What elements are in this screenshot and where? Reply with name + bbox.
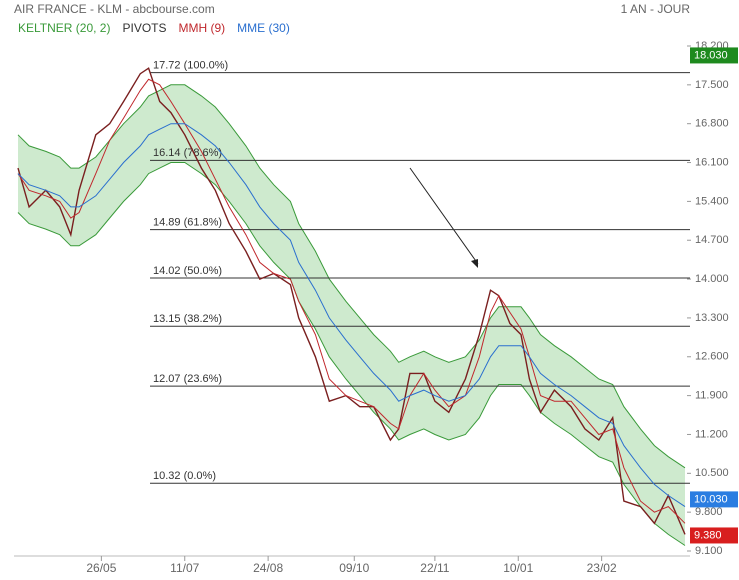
x-tick-label: 23/02 xyxy=(587,561,617,575)
keltner-band xyxy=(18,84,685,546)
x-tick-label: 26/05 xyxy=(86,561,116,575)
pivot-label: 13.15 (38.2%) xyxy=(153,313,222,325)
pivot-label: 16.14 (78.6%) xyxy=(153,147,222,159)
arrow xyxy=(409,167,479,265)
pivot-label: 10.32 (0.0%) xyxy=(153,470,216,482)
indicator-line xyxy=(17,123,686,508)
y-tick-label: 11.200 xyxy=(695,428,728,440)
price-badge xyxy=(690,491,738,508)
chart-title: AIR FRANCE - KLM - abcbourse.com xyxy=(14,2,215,16)
y-tick-label: 17.500 xyxy=(695,79,729,91)
y-tick-label: 15.400 xyxy=(695,195,729,207)
indicator-line xyxy=(17,78,686,524)
price-badge-label: 10.030 xyxy=(694,493,728,505)
legend-entry: PIVOTS xyxy=(122,21,166,35)
price-badge xyxy=(690,527,738,544)
y-tick-label: 9.100 xyxy=(695,545,723,557)
pivot-label: 14.89 (61.8%) xyxy=(153,217,222,229)
legend-entry: KELTNER (20, 2) xyxy=(18,21,110,35)
arrow-head xyxy=(471,259,478,268)
legend-entry: MME (30) xyxy=(237,21,290,35)
pivot-label: 14.02 (50.0%) xyxy=(153,265,222,277)
x-tick-label: 22/11 xyxy=(420,561,449,575)
x-tick-label: 24/08 xyxy=(253,561,283,575)
y-tick-label: 9.800 xyxy=(695,506,723,518)
price-badge xyxy=(690,47,738,64)
x-tick-label: 09/10 xyxy=(339,561,369,575)
price-badge-label: 18.030 xyxy=(694,49,728,61)
y-tick-label: 12.600 xyxy=(695,351,729,363)
y-tick-label: 14.000 xyxy=(695,273,729,285)
period: 1 AN - JOUR xyxy=(621,2,691,16)
y-tick-label: 14.700 xyxy=(695,234,729,246)
keltner-upper xyxy=(17,84,686,469)
y-tick-label: 13.300 xyxy=(695,312,729,324)
keltner-lower xyxy=(17,162,686,546)
pivot-label: 12.07 (23.6%) xyxy=(153,373,222,385)
x-tick-label: 10/01 xyxy=(503,561,533,575)
x-tick-label: 11/07 xyxy=(170,561,199,575)
legend-entry: MMH (9) xyxy=(179,21,226,35)
y-tick-label: 11.900 xyxy=(695,390,728,402)
y-tick-label: 16.100 xyxy=(695,156,729,168)
y-tick-label: 16.800 xyxy=(695,118,729,130)
price-badge-label: 9.380 xyxy=(694,529,722,541)
pivot-label: 17.72 (100.0%) xyxy=(153,60,228,72)
y-tick-label: 10.500 xyxy=(695,467,729,479)
